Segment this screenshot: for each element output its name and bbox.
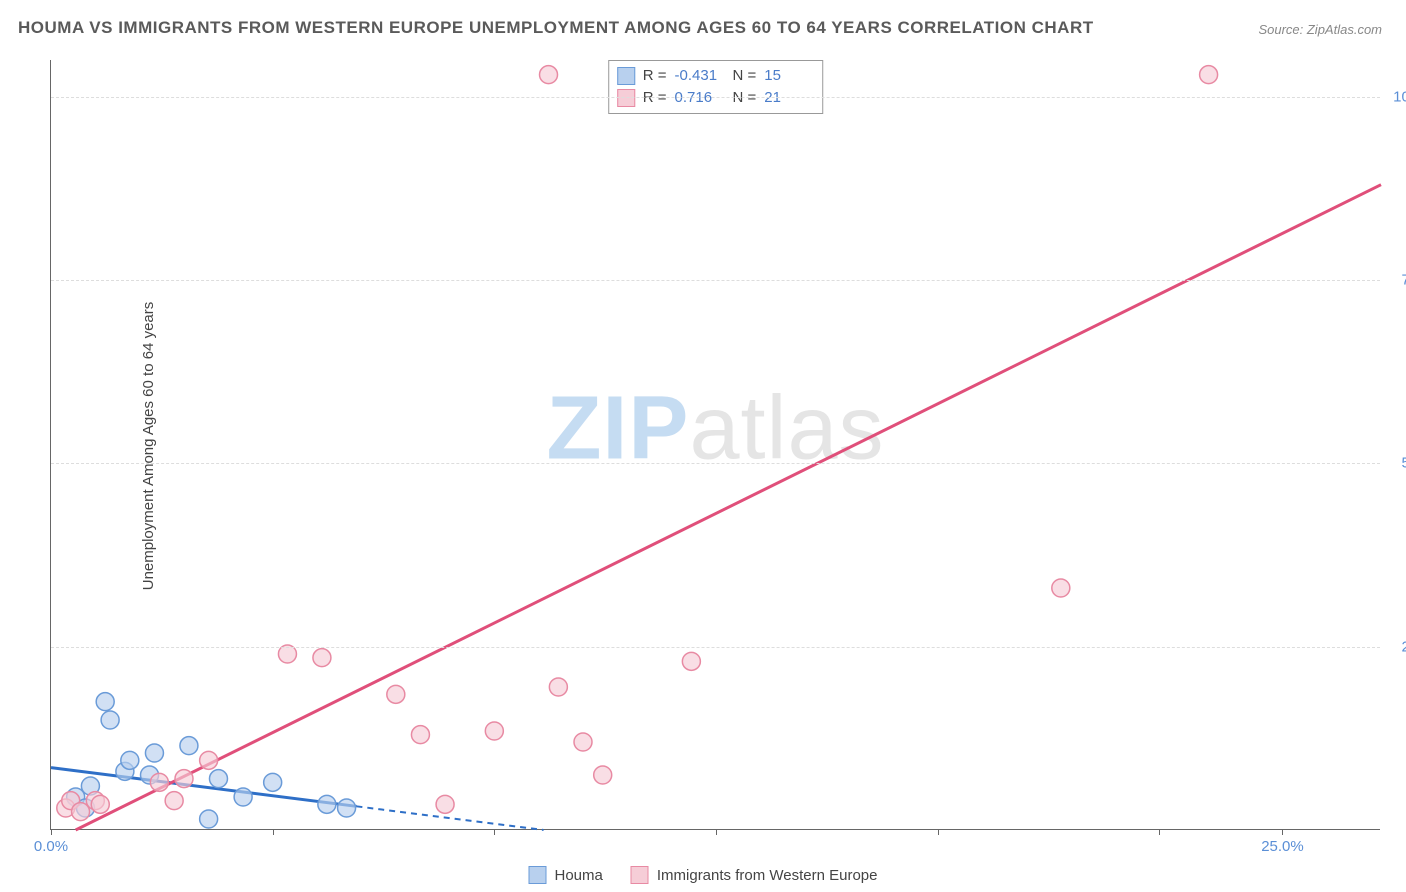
x-tick-label: 25.0% [1261,838,1304,855]
x-tick [51,829,52,835]
swatch-series1 [617,67,635,85]
r-value-1: -0.431 [675,65,725,87]
swatch-series2 [617,89,635,107]
x-tick [1282,829,1283,835]
y-tick-label: 50.0% [1401,455,1406,472]
x-tick [273,829,274,835]
gridline [51,647,1380,648]
stats-legend: R = -0.431 N = 15 R = 0.716 N = 21 [608,60,824,114]
x-tick [494,829,495,835]
n-value-1: 15 [764,65,814,87]
y-tick-label: 100.0% [1393,88,1406,105]
bottom-legend: Houma Immigrants from Western Europe [529,866,878,884]
legend-item-2: Immigrants from Western Europe [631,866,878,884]
r-label: R = [643,65,667,87]
swatch-series1 [529,866,547,884]
x-tick [938,829,939,835]
stats-row-1: R = -0.431 N = 15 [617,65,815,87]
x-tick [716,829,717,835]
source-attribution: Source: ZipAtlas.com [1258,22,1382,37]
n-label: N = [733,87,757,109]
gridline [51,463,1380,464]
scatter-svg [51,60,1381,830]
y-tick-label: 25.0% [1401,638,1406,655]
x-tick [1159,829,1160,835]
n-value-2: 21 [764,87,814,109]
gridline [51,280,1380,281]
legend-label-1: Houma [555,867,603,884]
swatch-series2 [631,866,649,884]
legend-item-1: Houma [529,866,603,884]
gridline [51,97,1380,98]
stats-row-2: R = 0.716 N = 21 [617,87,815,109]
r-value-2: 0.716 [675,87,725,109]
legend-label-2: Immigrants from Western Europe [657,867,878,884]
r-label: R = [643,87,667,109]
y-tick-label: 75.0% [1401,272,1406,289]
plot-area: ZIPatlas R = -0.431 N = 15 R = 0.716 N =… [50,60,1380,830]
chart-title: HOUMA VS IMMIGRANTS FROM WESTERN EUROPE … [18,18,1094,38]
n-label: N = [733,65,757,87]
x-tick-label: 0.0% [34,838,68,855]
